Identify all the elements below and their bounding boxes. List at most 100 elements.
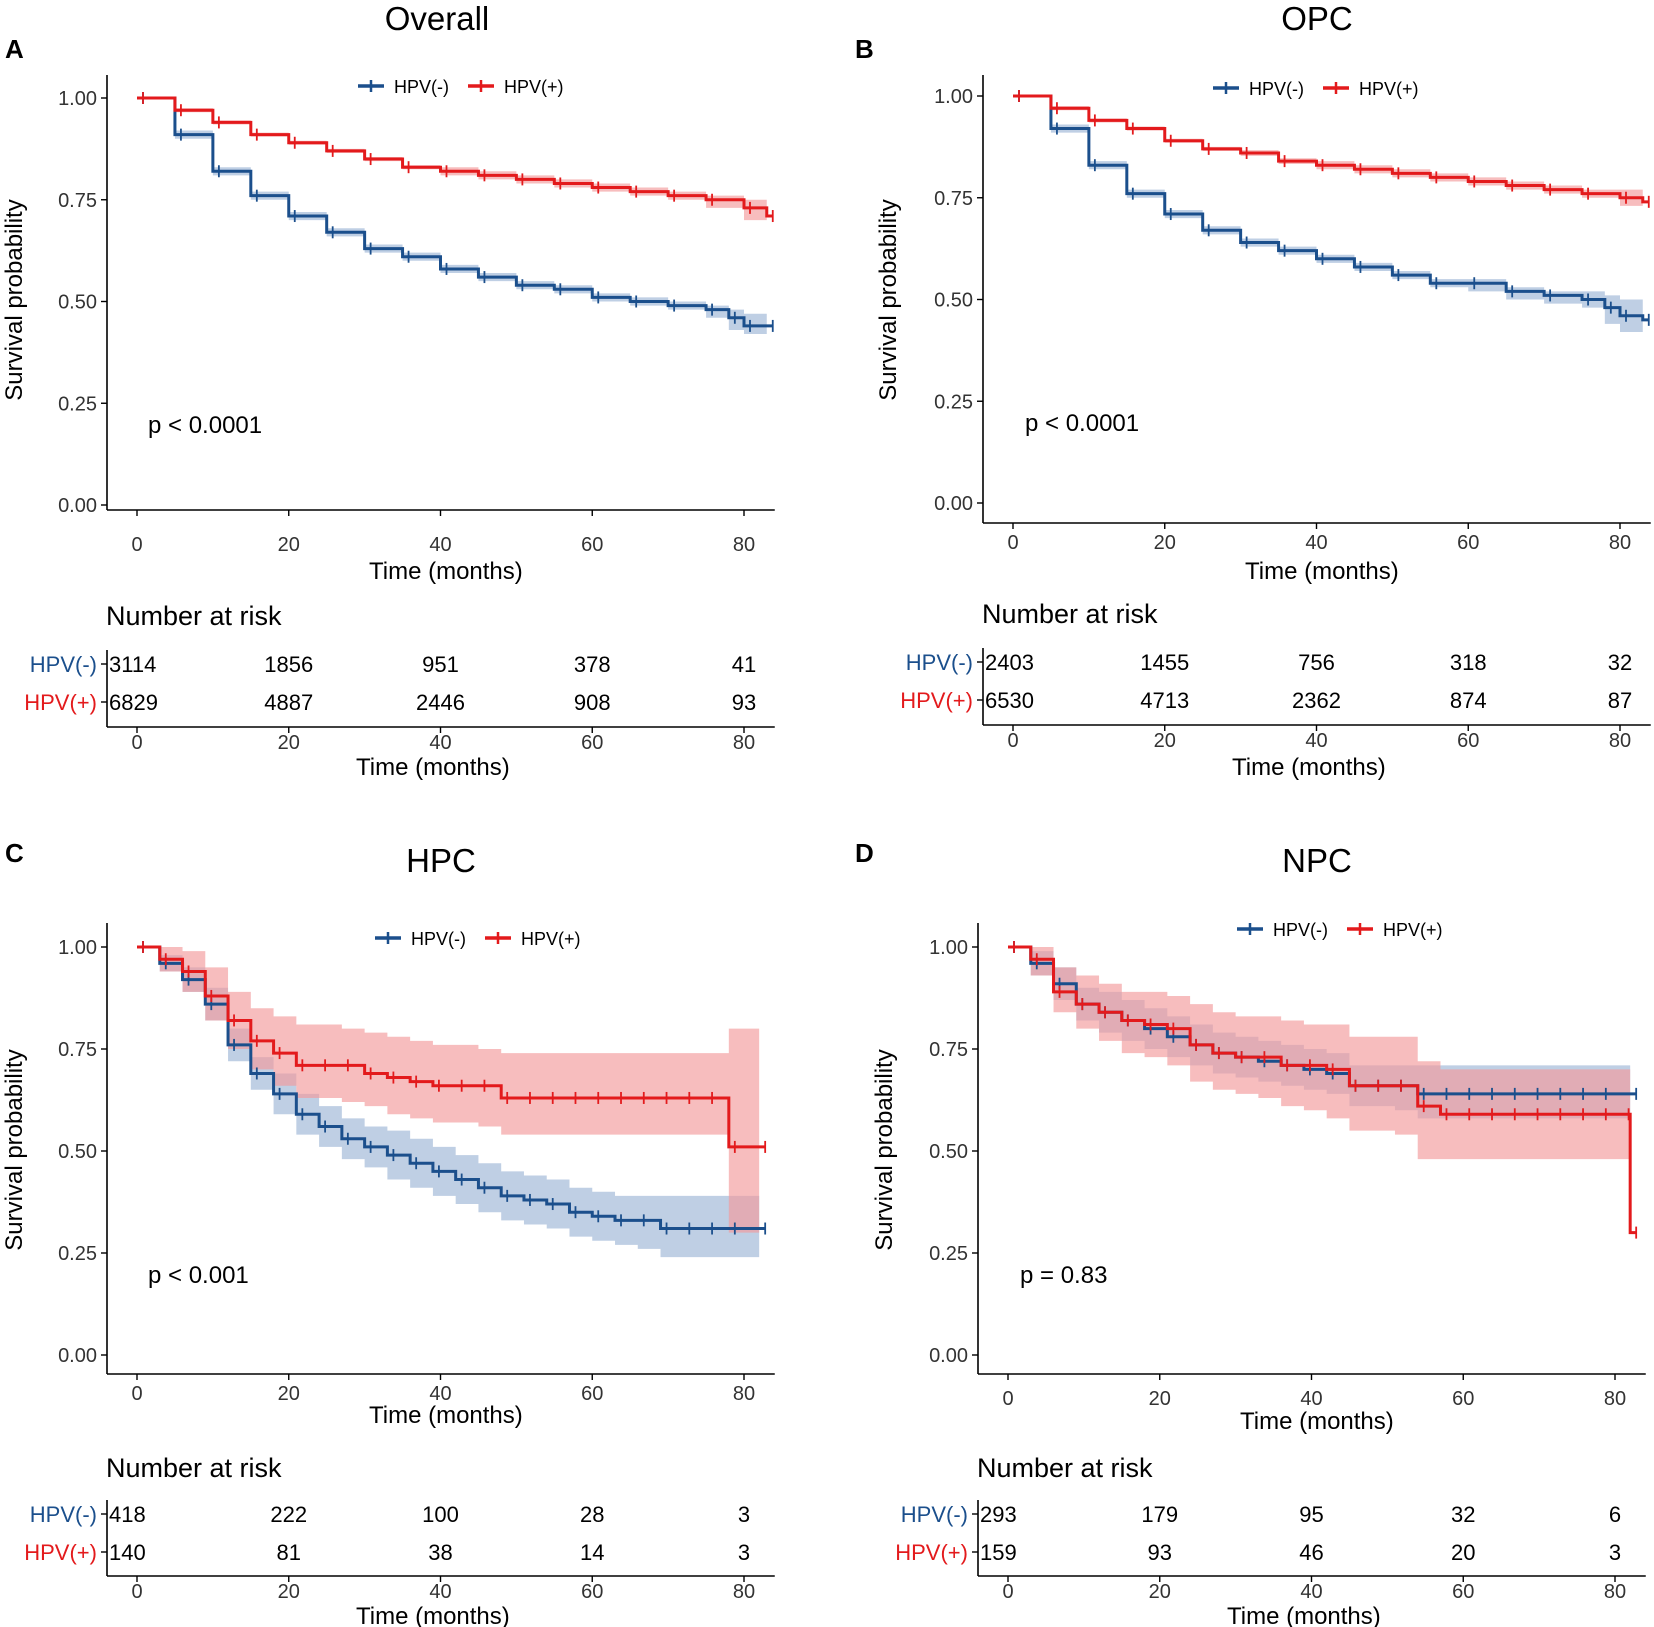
risk-table-b: Number at risk HPV(-) 2403 1455 756 318 32 HPV(… — [900, 599, 1651, 781]
risk-x-axis-label-c: Time (months) — [356, 1603, 510, 1627]
ci-band-hpv-pos-b — [1013, 96, 1643, 215]
risk-count: 179 — [1141, 1502, 1178, 1527]
censor-marks-hpv-pos-a — [142, 92, 774, 223]
y-tick-label-b: 0.75 — [934, 188, 973, 210]
risk-x-tick-label: 20 — [278, 732, 300, 754]
risk-count: 756 — [1298, 650, 1335, 675]
y-tick-label-c: 0.00 — [58, 1345, 97, 1367]
risk-table-title-a: Number at risk — [106, 601, 282, 631]
panel-letter-b: B — [855, 34, 874, 64]
x-tick-label-c: 20 — [278, 1383, 300, 1405]
panel-c: C HPC HPV(-) HPV(+) 0.00 0.25 0.50 0.75 1.00 0 20 4… — [1, 838, 775, 1627]
risk-count: 14 — [580, 1540, 604, 1565]
risk-x-axis-label-b: Time (months) — [1232, 754, 1386, 781]
km-curve-hpv-pos-c — [137, 945, 766, 1149]
risk-x-tick-label: 20 — [1149, 1581, 1171, 1603]
x-tick-label-c: 80 — [733, 1383, 755, 1405]
censor-marks-hpv-pos-b — [1018, 90, 1650, 208]
risk-count: 20 — [1451, 1540, 1475, 1565]
legend-label-hpv-pos: HPV(+) — [1383, 920, 1443, 940]
km-curve-hpv-pos-d — [1008, 945, 1637, 1235]
y-tick-label-a: 0.75 — [58, 190, 97, 212]
x-tick-label-a: 0 — [131, 534, 142, 556]
risk-row-label-hpv-neg: HPV(-) — [30, 652, 97, 677]
x-tick-label-d: 0 — [1002, 1388, 1013, 1410]
x-tick-label-b: 80 — [1609, 532, 1631, 554]
risk-table-a: Number at risk HPV(-) 3114 1856 951 378 41 HPV(… — [24, 601, 775, 781]
risk-count: 95 — [1299, 1502, 1323, 1527]
y-tick-label-a: 0.25 — [58, 393, 97, 415]
risk-x-tick-label: 60 — [581, 1581, 603, 1603]
risk-count: 2446 — [416, 690, 465, 715]
y-tick-label-a: 0.50 — [58, 292, 97, 314]
y-tick-label-b: 0.25 — [934, 391, 973, 413]
risk-count: 418 — [109, 1502, 146, 1527]
risk-count: 318 — [1450, 650, 1487, 675]
risk-count: 3114 — [109, 652, 156, 677]
risk-count: 93 — [732, 690, 756, 715]
risk-x-tick-label: 60 — [1457, 730, 1479, 752]
risk-count: 140 — [109, 1540, 146, 1565]
risk-x-tick-label: 40 — [1305, 730, 1327, 752]
risk-row-label-hpv-pos: HPV(+) — [24, 1540, 97, 1565]
risk-count: 32 — [1451, 1502, 1475, 1527]
y-tick-label-b: 0.00 — [934, 493, 973, 515]
legend-label-hpv-neg: HPV(-) — [411, 929, 466, 949]
risk-count: 4713 — [1140, 688, 1189, 713]
p-value-b: p < 0.0001 — [1025, 410, 1139, 437]
risk-x-tick-label: 20 — [278, 1581, 300, 1603]
x-tick-label-a: 80 — [733, 534, 755, 556]
risk-x-tick-label: 40 — [429, 732, 451, 754]
legend-label-hpv-pos: HPV(+) — [521, 929, 581, 949]
y-tick-label-b: 0.50 — [934, 290, 973, 312]
censor-marks-hpv-neg-c — [142, 941, 767, 1235]
legend-c: HPV(-) HPV(+) — [375, 929, 581, 949]
censor-marks-hpv-neg-b — [1018, 90, 1650, 326]
km-curve-hpv-neg-c — [137, 945, 766, 1231]
x-tick-label-b: 20 — [1154, 532, 1176, 554]
panel-title-a: Overall — [385, 0, 490, 37]
risk-x-axis-label-a: Time (months) — [356, 754, 510, 781]
risk-table-d: Number at risk HPV(-) 293 179 95 32 6 HPV(+) 159… — [895, 1453, 1646, 1627]
legend-label-hpv-pos: HPV(+) — [504, 77, 564, 97]
censor-marks-hpv-pos-c — [142, 941, 767, 1153]
legend-label-hpv-neg: HPV(-) — [394, 77, 449, 97]
p-value-c: p < 0.001 — [148, 1262, 249, 1289]
y-tick-label-c: 0.75 — [58, 1039, 97, 1061]
risk-x-tick-label: 80 — [1609, 730, 1631, 752]
panel-title-b: OPC — [1281, 0, 1353, 37]
risk-table-title-b: Number at risk — [982, 599, 1158, 629]
risk-count: 378 — [574, 652, 611, 677]
risk-row-label-hpv-neg: HPV(-) — [901, 1502, 968, 1527]
risk-x-tick-label: 40 — [1300, 1581, 1322, 1603]
risk-x-tick-label: 0 — [131, 1581, 142, 1603]
panel-letter-d: D — [855, 838, 874, 868]
ci-band-hpv-pos-d — [1008, 947, 1631, 1327]
risk-count: 159 — [980, 1540, 1017, 1565]
risk-count: 222 — [270, 1502, 307, 1527]
x-axis-label-d: Time (months) — [1240, 1408, 1394, 1435]
risk-count: 1455 — [1140, 650, 1189, 675]
risk-count: 41 — [732, 652, 756, 677]
risk-count: 6530 — [985, 688, 1034, 713]
y-axis-label-a: Survival probability — [1, 199, 28, 400]
x-tick-label-d: 40 — [1300, 1388, 1322, 1410]
panel-d: D NPC HPV(-) HPV(+) 0.00 0.25 0.50 0.75 1.00 0 20 4… — [855, 838, 1646, 1627]
risk-count: 908 — [574, 690, 611, 715]
y-tick-label-d: 0.50 — [929, 1141, 968, 1163]
x-axis-label-a: Time (months) — [369, 558, 523, 585]
risk-count: 1856 — [264, 652, 313, 677]
legend-b: HPV(-) HPV(+) — [1213, 79, 1419, 99]
risk-x-tick-label: 60 — [581, 732, 603, 754]
panel-letter-a: A — [5, 34, 24, 64]
x-tick-label-d: 60 — [1452, 1388, 1474, 1410]
risk-row-label-hpv-pos: HPV(+) — [900, 688, 973, 713]
risk-count: 293 — [980, 1502, 1017, 1527]
risk-count: 38 — [428, 1540, 452, 1565]
y-tick-label-b: 1.00 — [934, 86, 973, 108]
risk-x-tick-label: 40 — [429, 1581, 451, 1603]
y-tick-label-c: 0.25 — [58, 1243, 97, 1265]
x-tick-label-c: 40 — [429, 1383, 451, 1405]
risk-x-tick-label: 0 — [131, 732, 142, 754]
censor-marks-hpv-pos-d — [1013, 941, 1638, 1239]
